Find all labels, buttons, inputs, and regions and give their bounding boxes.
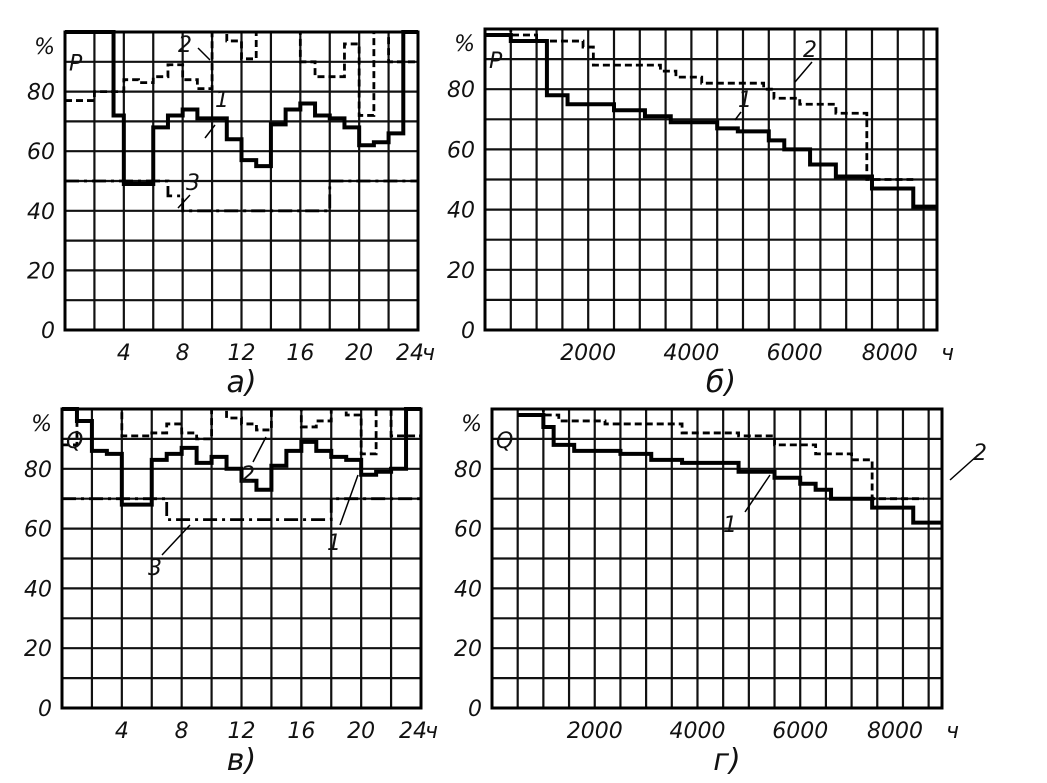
series-label-1: 1 [738, 88, 752, 113]
y-tick-label: 20 [24, 637, 52, 662]
x-tick-label: 8 [175, 719, 189, 744]
y-tick-label: 80 [454, 458, 482, 483]
y-tick-label: 0 [41, 319, 55, 344]
y-tick-label: 40 [24, 577, 52, 602]
x-unit-label: ч [946, 719, 959, 744]
series-label-2: 2 [178, 33, 192, 58]
x-tick-label: 12 [228, 719, 256, 744]
x-unit-label: ч [422, 341, 435, 366]
series-leader-line [161, 524, 191, 556]
y-tick-label: 40 [454, 577, 482, 602]
x-tick-label: 4 [117, 341, 131, 366]
series-leader-line [734, 111, 742, 121]
quantity-label: P [69, 52, 83, 77]
series-line-2 [485, 27, 914, 181]
x-unit-label: ч [425, 719, 438, 744]
quantity-label: P [489, 49, 503, 74]
series-line-2 [517, 407, 924, 501]
series-leader-line [177, 194, 191, 209]
series-leader-line [949, 454, 979, 481]
plot-frame [483, 27, 939, 332]
x-tick-label: 8000 [862, 341, 918, 366]
y-tick-label: 40 [447, 199, 475, 224]
series-line-1 [65, 30, 418, 186]
panel-caption: а) [226, 365, 256, 400]
series-label-3: 3 [186, 171, 200, 196]
y-tick-label: 0 [38, 697, 52, 722]
x-tick-label: 12 [228, 341, 256, 366]
y-tick-label: 80 [27, 81, 55, 106]
series-line-3 [62, 497, 421, 522]
x-tick-label: 4 [115, 719, 129, 744]
series-label-1: 1 [723, 513, 737, 538]
y-axis-percent-label: % [461, 412, 482, 437]
series-label-2: 2 [241, 463, 255, 488]
series-line-2 [65, 30, 418, 117]
series-leader-line [197, 47, 211, 61]
series-leader-line [204, 124, 216, 139]
series-leader-line [252, 436, 267, 463]
y-tick-label: 80 [24, 458, 52, 483]
series-line-1 [517, 412, 942, 525]
x-tick-label: 4000 [663, 341, 719, 366]
series-line-1 [62, 407, 421, 507]
x-tick-label: 20 [347, 719, 375, 744]
x-tick-label: 24 [399, 719, 427, 744]
series-leader-line [744, 474, 771, 513]
x-tick-label: 8000 [867, 719, 923, 744]
plot-frame [60, 407, 423, 710]
y-tick-label: 20 [27, 259, 55, 284]
y-tick-label: 60 [24, 518, 52, 543]
y-tick-label: 0 [461, 319, 475, 344]
x-tick-label: 16 [287, 719, 315, 744]
series-label-1: 1 [327, 531, 341, 556]
plot-frame [490, 407, 944, 710]
x-tick-label: 20 [345, 341, 373, 366]
x-tick-label: 6000 [772, 719, 828, 744]
panel-caption: б) [706, 365, 736, 400]
x-unit-label: ч [941, 341, 954, 366]
series-label-3: 3 [148, 556, 162, 581]
x-tick-label: 24 [396, 341, 424, 366]
x-tick-label: 8 [176, 341, 190, 366]
y-tick-label: 20 [454, 637, 482, 662]
x-tick-label: 2000 [560, 341, 616, 366]
y-tick-label: 0 [468, 697, 482, 722]
series-label-2: 2 [803, 38, 817, 63]
x-tick-label: 6000 [767, 341, 823, 366]
x-tick-label: 4000 [669, 719, 725, 744]
panel-caption: г) [713, 743, 740, 778]
series-leader-line [794, 61, 813, 83]
y-tick-label: 60 [447, 138, 475, 163]
series-line-2 [62, 407, 421, 456]
series-label-2: 2 [973, 441, 987, 466]
y-axis-percent-label: % [31, 412, 52, 437]
y-tick-label: 60 [454, 518, 482, 543]
y-axis-percent-label: % [34, 35, 55, 60]
series-line-1 [485, 33, 937, 209]
y-tick-label: 40 [27, 200, 55, 225]
y-tick-label: 20 [447, 259, 475, 284]
x-tick-label: 16 [286, 341, 314, 366]
quantity-label: Q [496, 429, 513, 454]
y-tick-label: 80 [447, 78, 475, 103]
series-label-1: 1 [215, 88, 229, 113]
panel-caption: в) [227, 743, 256, 778]
y-tick-label: 60 [27, 140, 55, 165]
x-tick-label: 2000 [567, 719, 623, 744]
quantity-label: Q [66, 429, 83, 454]
y-axis-percent-label: % [454, 32, 475, 57]
